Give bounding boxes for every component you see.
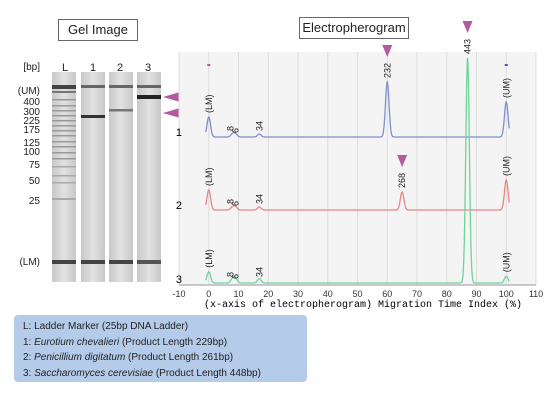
lane-label-2: 2 [116, 62, 124, 74]
peak-label: 443 [463, 39, 473, 54]
x-tick-label: -10 [172, 289, 185, 299]
gel-marker-label: 75 [28, 160, 40, 171]
gel-lane-1 [81, 72, 105, 282]
gel-marker-label: 125 [23, 138, 40, 149]
gel-image-title: Gel Image [58, 19, 138, 41]
product-arrow [462, 21, 473, 33]
peak-label: (UM) [501, 78, 511, 98]
x-tick-label: 30 [293, 289, 303, 299]
x-tick-label: 110 [529, 289, 543, 299]
peak-label: 34 [254, 121, 264, 131]
product-arrow [382, 45, 393, 57]
legend-item-ladder: L: Ladder Marker (25bp DNA Ladder) [23, 321, 189, 332]
gel-marker-label: 400 [23, 97, 40, 108]
lower-marker-tick [207, 64, 211, 66]
gel-marker-label: 300 [23, 107, 40, 118]
product-pointer-2 [163, 109, 180, 117]
gel-marker-label: 25 [28, 196, 40, 207]
x-tick-label: 10 [233, 289, 243, 299]
x-axis-title: (x-axis of electropherogram) Migration T… [204, 299, 522, 311]
peak-label: (LM) [204, 168, 214, 187]
peak-label: 232 [382, 63, 392, 78]
trace-label-3: 3 [176, 274, 182, 286]
gel-lane-3 [137, 72, 161, 282]
electropherogram-title: Electropherogram [299, 17, 409, 39]
trace-label-1: 1 [176, 127, 182, 139]
peak-label: (LM) [204, 249, 214, 268]
x-tick-label: 80 [442, 289, 452, 299]
lane-label-1: 1 [89, 62, 97, 74]
legend-item-1: 1: Eurotium chevalieri (Product Length 2… [23, 336, 228, 348]
lane-label-3: 3 [144, 62, 152, 74]
peak-label: (UM) [501, 156, 511, 176]
peak-label: 6 [231, 201, 241, 206]
peak-label: (LM) [204, 95, 214, 114]
x-tick-label: 60 [382, 289, 392, 299]
peak-label: 8 [226, 272, 236, 277]
upper-marker-pointer [163, 92, 180, 102]
trace-line-1 [205, 80, 510, 138]
gel-marker-label: 50 [28, 176, 40, 187]
peak-label: (UM) [501, 252, 511, 272]
peak-label: 6 [231, 128, 241, 133]
legend-item-2: 2: Penicillium digitatum (Product Length… [23, 352, 234, 363]
peak-label: 34 [254, 267, 264, 277]
x-tick-label: 70 [412, 289, 422, 299]
legend: L: Ladder Marker (25bp DNA Ladder) 1: Eu… [14, 315, 307, 382]
gel-lane-2 [109, 72, 133, 282]
x-tick-label: 90 [471, 289, 481, 299]
product-arrow [397, 155, 408, 167]
gel-marker-label: 100 [23, 147, 40, 158]
x-tick-label: 100 [499, 289, 514, 299]
legend-item-3: 3: Saccharomyces cerevisiae (Product Len… [23, 367, 261, 379]
gel-marker-label: (UM) [17, 86, 40, 97]
gel-marker-label: 175 [23, 125, 40, 136]
trace-label-2: 2 [176, 200, 182, 212]
x-tick-label: 50 [352, 289, 362, 299]
gel-marker-label: (LM) [19, 257, 40, 268]
x-tick-label: 0 [206, 289, 211, 299]
lane-label-ladder: L [61, 62, 69, 74]
upper-marker-tick [504, 64, 508, 66]
peak-label: 8 [226, 126, 236, 131]
gel-marker-label: 225 [23, 116, 40, 127]
gel-image [46, 72, 166, 282]
peak-label: 268 [397, 173, 407, 188]
trace-line-2 [205, 178, 510, 211]
gel-lane-ladder [52, 72, 76, 282]
x-tick-label: 40 [323, 289, 333, 299]
peak-label: 34 [254, 194, 264, 204]
trace-line-3 [205, 57, 510, 284]
peak-label: 6 [231, 274, 241, 279]
bp-unit-label: [bp] [23, 62, 40, 73]
peak-label: 8 [226, 199, 236, 204]
x-tick-label: 20 [263, 289, 273, 299]
